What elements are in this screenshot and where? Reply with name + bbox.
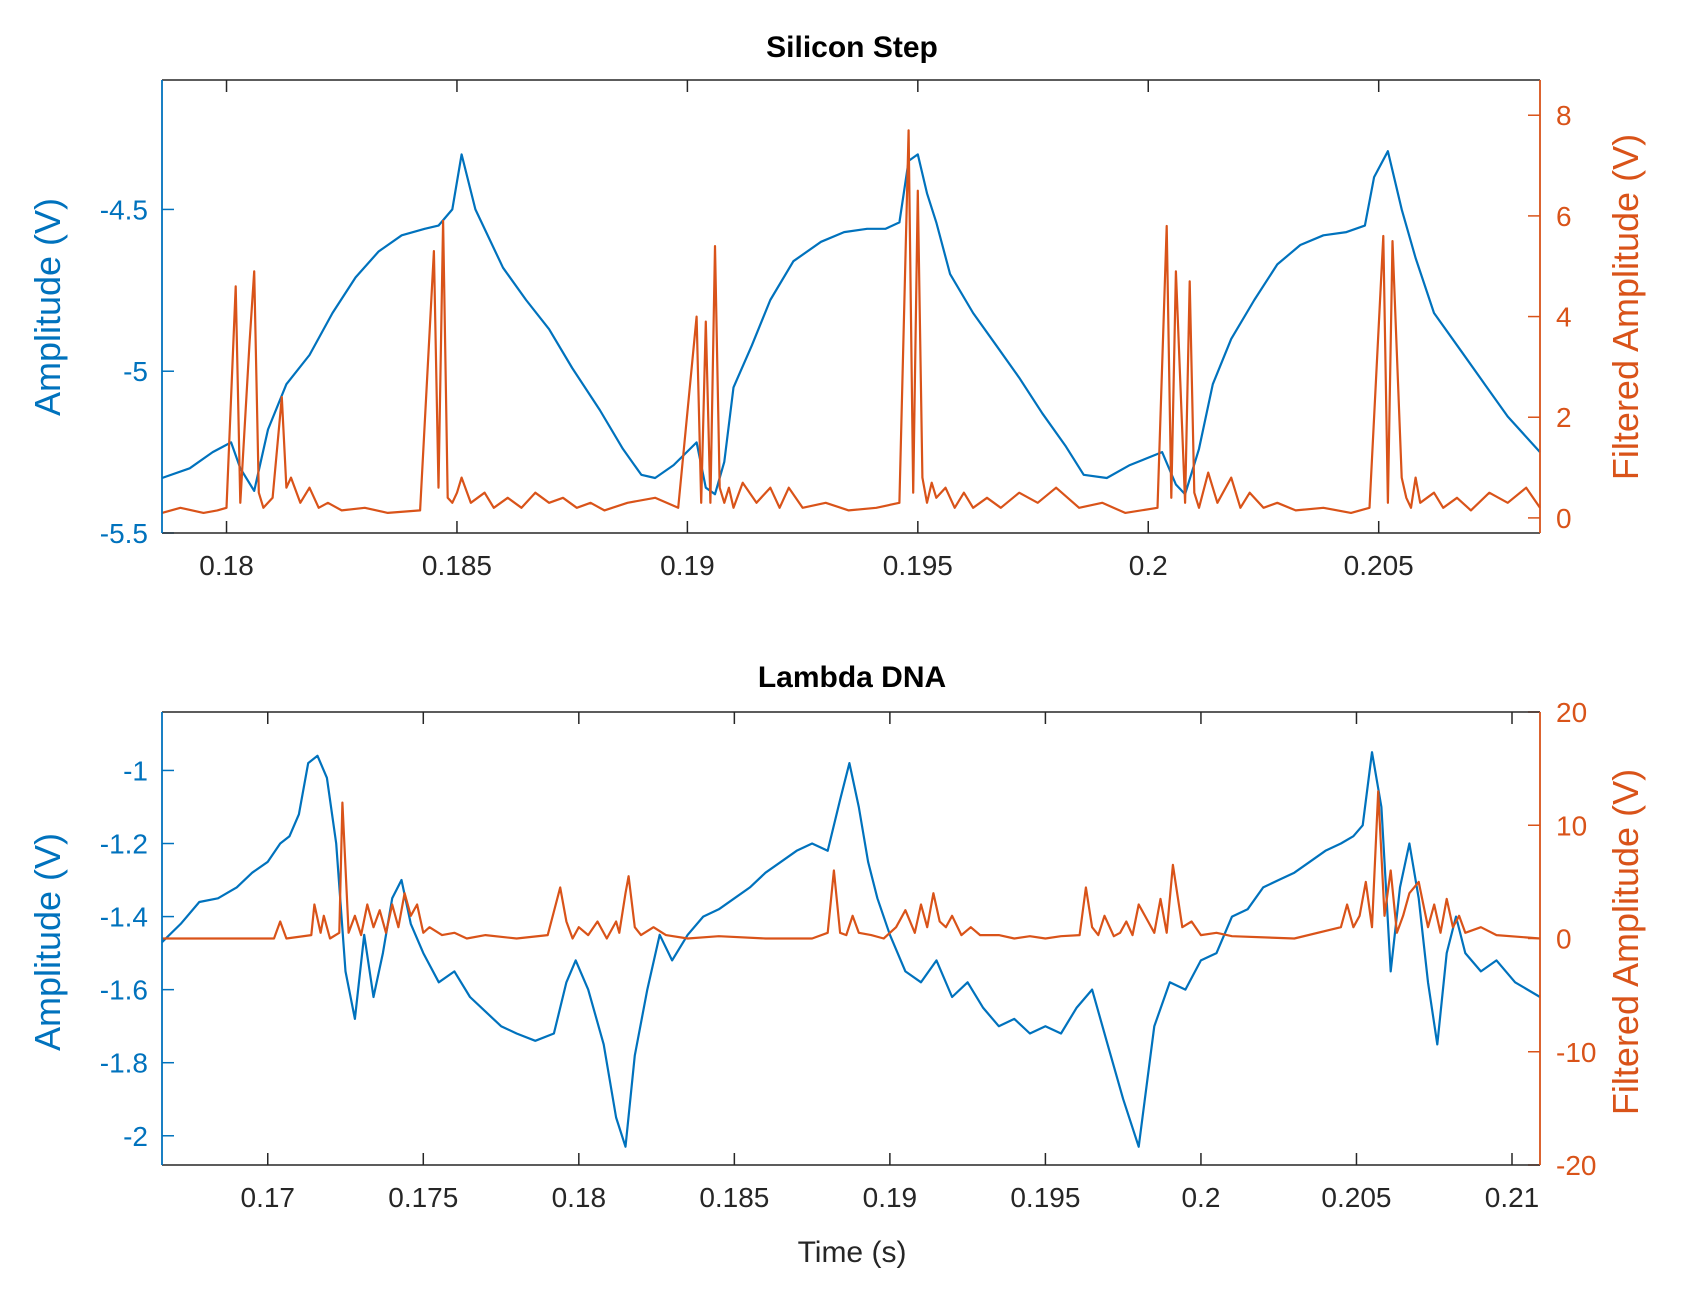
x-tick-label: 0.2 — [1181, 1182, 1220, 1213]
silicon-step-panel: Silicon Step 0.18 0.185 0.19 0.195 0.2 0.205 -… — [27, 31, 1646, 581]
x-tick-label: 0.19 — [660, 550, 715, 581]
lambda-dna-ylabel: Amplitude (V) — [27, 833, 68, 1051]
x-tick-label: 0.18 — [552, 1182, 607, 1213]
y2-tick-label: 6 — [1556, 201, 1572, 232]
y-tick-label: -4.5 — [100, 194, 148, 225]
silicon-step-ylabel: Amplitude (V) — [27, 198, 68, 416]
y-tick-label: -5 — [123, 356, 148, 387]
x-tick-label: 0.185 — [422, 550, 492, 581]
y-tick-label: -1.2 — [100, 829, 148, 860]
y-tick-label: -1.6 — [100, 975, 148, 1006]
x-tick-label: 0.18 — [199, 550, 254, 581]
y2-tick-label: 10 — [1556, 810, 1587, 841]
y-tick-label: -1.4 — [100, 902, 148, 933]
lambda-dna-panel: Lambda DNA 0.17 0.175 0.18 0.185 0.19 0.195 0.… — [27, 661, 1646, 1269]
y2-tick-label: 0 — [1556, 924, 1572, 955]
lambda-dna-xlabel: Time (s) — [798, 1236, 907, 1269]
y2-tick-label: -20 — [1556, 1150, 1596, 1181]
y2-tick-label: 0 — [1556, 503, 1572, 534]
x-tick-label: 0.185 — [699, 1182, 769, 1213]
silicon-step-filtered-amplitude-series — [161, 129, 1541, 515]
x-tick-label: 0.2 — [1129, 550, 1168, 581]
lambda-dna-y2label: Filtered Amplitude (V) — [1605, 769, 1646, 1115]
y-tick-label: -2 — [123, 1121, 148, 1152]
y2-tick-label: 4 — [1556, 302, 1572, 333]
lambda-dna-filtered-amplitude-series — [162, 790, 1541, 940]
y-tick-label: -1.8 — [100, 1048, 148, 1079]
silicon-step-title: Silicon Step — [766, 31, 938, 64]
x-tick-label: 0.21 — [1485, 1182, 1540, 1213]
silicon-step-y2label: Filtered Amplitude (V) — [1605, 134, 1646, 480]
lambda-dna-title: Lambda DNA — [758, 661, 946, 694]
x-tick-label: 0.205 — [1344, 550, 1414, 581]
y-tick-label: -1 — [123, 755, 148, 786]
y2-tick-label: 20 — [1556, 697, 1587, 728]
silicon-step-amplitude-series — [161, 150, 1541, 496]
y2-tick-label: -10 — [1556, 1037, 1596, 1068]
y2-tick-label: 2 — [1556, 402, 1572, 433]
lambda-dna-amplitude-series — [161, 751, 1541, 1148]
x-tick-label: 0.205 — [1321, 1182, 1391, 1213]
y2-tick-label: 8 — [1556, 100, 1572, 131]
x-tick-label: 0.17 — [241, 1182, 296, 1213]
x-tick-label: 0.195 — [883, 550, 953, 581]
x-tick-label: 0.175 — [388, 1182, 458, 1213]
x-tick-label: 0.19 — [863, 1182, 918, 1213]
y-tick-label: -5.5 — [100, 518, 148, 549]
x-tick-label: 0.195 — [1010, 1182, 1080, 1213]
